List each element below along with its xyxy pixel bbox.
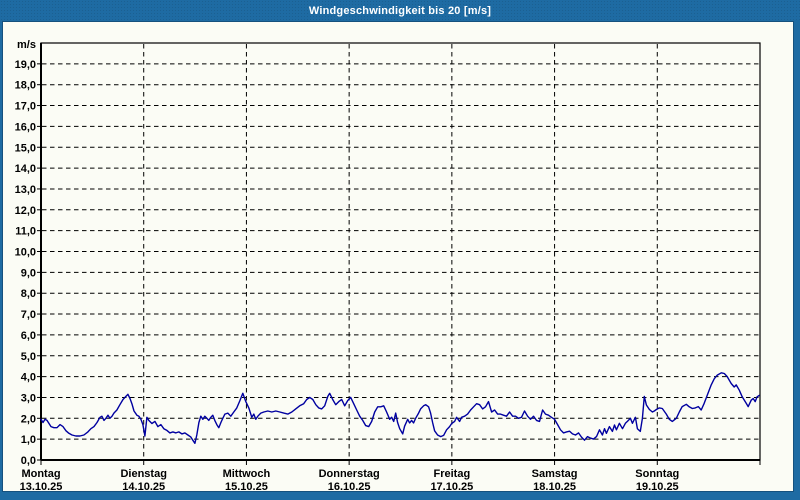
day-label: Donnerstag	[319, 468, 380, 480]
y-tick-label: 2,0	[21, 413, 36, 425]
y-axis-unit-label: m/s	[17, 39, 36, 51]
date-label: 16.10.25	[328, 481, 371, 493]
chart-panel	[2, 21, 794, 492]
y-tick-label: 15,0	[15, 142, 36, 154]
title-bar: Windgeschwindigkeit bis 20 [m/s]	[0, 0, 800, 21]
date-label: 18.10.25	[533, 481, 576, 493]
y-tick-label: 16,0	[15, 121, 36, 133]
y-tick-label: 5,0	[21, 351, 36, 363]
day-label: Samstag	[532, 468, 578, 480]
day-label: Sonntag	[635, 468, 679, 480]
y-tick-label: 0,0	[21, 455, 36, 467]
y-tick-label: 8,0	[21, 288, 36, 300]
y-tick-label: 12,0	[15, 205, 36, 217]
wind-speed-line	[40, 372, 760, 444]
y-tick-label: 18,0	[15, 80, 36, 92]
date-label: 17.10.25	[430, 481, 473, 493]
y-tick-label: 13,0	[15, 184, 36, 196]
y-tick-label: 4,0	[21, 372, 36, 384]
y-tick-label: 17,0	[15, 101, 36, 113]
date-label: 14.10.25	[122, 481, 165, 493]
y-tick-label: 19,0	[15, 59, 36, 71]
date-label: 15.10.25	[225, 481, 268, 493]
date-label: 19.10.25	[636, 481, 679, 493]
date-label: 13.10.25	[20, 481, 63, 493]
y-tick-label: 3,0	[21, 392, 36, 404]
day-label: Montag	[21, 468, 60, 480]
y-tick-label: 6,0	[21, 330, 36, 342]
y-tick-label: 11,0	[15, 226, 36, 238]
chart-title: Windgeschwindigkeit bis 20 [m/s]	[308, 4, 492, 17]
y-tick-label: 1,0	[21, 434, 36, 446]
y-tick-label: 14,0	[15, 163, 36, 175]
day-label: Mittwoch	[223, 468, 271, 480]
y-tick-label: 9,0	[21, 267, 36, 279]
day-label: Dienstag	[120, 468, 166, 480]
day-label: Freitag	[434, 468, 471, 480]
y-tick-label: 10,0	[15, 247, 36, 259]
y-tick-label: 7,0	[21, 309, 36, 321]
